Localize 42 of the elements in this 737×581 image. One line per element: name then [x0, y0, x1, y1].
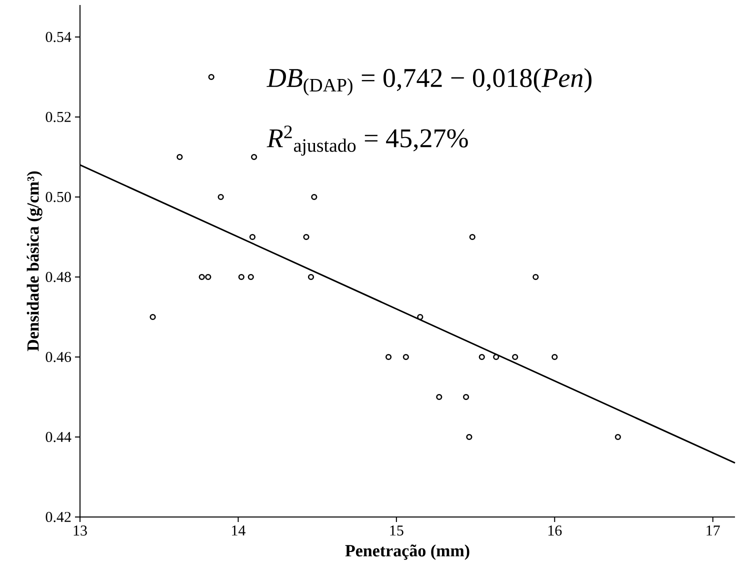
y-axis-title: Densidade básica (g/cm³) — [26, 171, 42, 352]
y-tick-label: 0.54 — [46, 32, 72, 42]
point — [417, 314, 424, 320]
y-tick-label: 0.42 — [46, 512, 71, 522]
x-tick-label: 16 — [548, 526, 562, 536]
point — [150, 314, 156, 320]
y-tick-label: 0.44 — [46, 432, 72, 442]
point — [436, 394, 442, 400]
y-tick-label: 0.48 — [46, 272, 71, 282]
point — [238, 274, 244, 280]
y-tick-label: 0.50 — [46, 192, 71, 202]
x-axis-title: Penetração (mm) — [345, 544, 470, 560]
x-tick-label: 17 — [706, 526, 720, 536]
point — [469, 234, 476, 240]
point — [303, 234, 310, 240]
y-tick-label: 0.52 — [46, 112, 71, 122]
point — [176, 154, 183, 160]
point — [552, 354, 558, 360]
point — [250, 154, 258, 160]
point — [385, 354, 392, 360]
point — [249, 234, 256, 240]
point — [512, 354, 518, 360]
x-tick-label: 14 — [232, 526, 246, 536]
point — [208, 74, 214, 80]
point — [308, 274, 314, 280]
point — [532, 274, 539, 280]
point — [402, 354, 409, 360]
point — [198, 274, 205, 280]
point — [205, 274, 212, 280]
annotation: DB$_{(DAP)}$ = 0,742 − 0,018(Pen) — [266, 68, 592, 96]
point — [311, 194, 318, 200]
point — [462, 394, 470, 400]
point — [218, 194, 224, 200]
point — [478, 354, 485, 360]
annotation: R$^{2}$$_{ajustado}$ = 45,27% — [266, 126, 468, 156]
point — [248, 274, 254, 280]
y-tick-label: 0.46 — [46, 352, 72, 362]
x-tick-label: 13 — [74, 526, 87, 536]
point — [614, 434, 621, 440]
point — [493, 354, 500, 360]
point — [466, 434, 472, 440]
x-tick-label: 15 — [390, 526, 404, 536]
